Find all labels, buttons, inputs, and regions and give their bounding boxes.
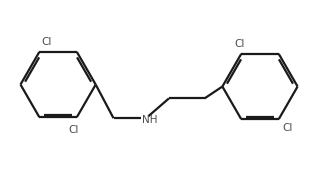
- Text: Cl: Cl: [41, 37, 52, 47]
- Text: Cl: Cl: [283, 123, 293, 133]
- Text: Cl: Cl: [68, 125, 79, 135]
- Text: NH: NH: [142, 115, 157, 125]
- Text: Cl: Cl: [234, 39, 244, 49]
